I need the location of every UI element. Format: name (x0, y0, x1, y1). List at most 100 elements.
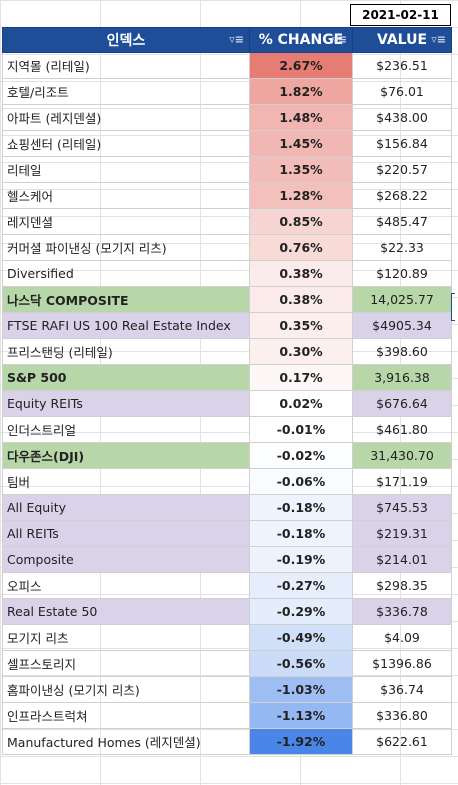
value-cell[interactable]: $1396.86 (352, 650, 452, 677)
value-cell[interactable]: $622.61 (352, 728, 452, 755)
change-cell[interactable]: -0.29% (249, 598, 353, 625)
value-cell[interactable]: $485.47 (352, 208, 452, 235)
table-row: Manufactured Homes (레지덴셜) -1.92% $622.61 (2, 728, 452, 755)
index-name-cell[interactable]: 다우존스(DJI) (2, 442, 250, 469)
change-cell[interactable]: -1.92% (249, 728, 353, 755)
change-cell[interactable]: 0.17% (249, 364, 353, 391)
change-cell[interactable]: -1.13% (249, 702, 353, 729)
value-cell[interactable]: $676.64 (352, 390, 452, 417)
value-cell[interactable]: $236.51 (352, 52, 452, 79)
index-name-cell[interactable]: 레지덴셜 (2, 208, 250, 235)
value-cell[interactable]: $398.60 (352, 338, 452, 365)
column-header-value[interactable]: VALUE ▿≡ (352, 27, 452, 53)
value-cell[interactable]: 14,025.77 (352, 286, 452, 313)
value-cell[interactable]: $36.74 (352, 676, 452, 703)
index-name-cell[interactable]: 오피스 (2, 572, 250, 599)
change-cell[interactable]: 0.35% (249, 312, 353, 339)
change-cell[interactable]: -0.27% (249, 572, 353, 599)
change-cell[interactable]: 2.67% (249, 52, 353, 79)
value-cell[interactable]: $220.57 (352, 156, 452, 183)
table-row: 지역몰 (리테일) 2.67% $236.51 (2, 52, 452, 79)
change-cell[interactable]: -0.56% (249, 650, 353, 677)
table-row: Diversified 0.38% $120.89 (2, 260, 452, 287)
change-cell[interactable]: -0.19% (249, 546, 353, 573)
change-cell[interactable]: 0.38% (249, 260, 353, 287)
change-cell[interactable]: -0.02% (249, 442, 353, 469)
value-cell[interactable]: 31,430.70 (352, 442, 452, 469)
index-name-cell[interactable]: 지역몰 (리테일) (2, 52, 250, 79)
table-row: 호텔/리조트 1.82% $76.01 (2, 78, 452, 105)
change-cell[interactable]: 1.28% (249, 182, 353, 209)
value-cell[interactable]: $745.53 (352, 494, 452, 521)
table-row: All Equity -0.18% $745.53 (2, 494, 452, 521)
index-name-cell[interactable]: 리테일 (2, 156, 250, 183)
change-cell[interactable]: 0.38% (249, 286, 353, 313)
index-name-cell[interactable]: 모기지 리츠 (2, 624, 250, 651)
change-cell[interactable]: 1.45% (249, 130, 353, 157)
value-cell[interactable]: $336.78 (352, 598, 452, 625)
table-row: 아파트 (레지덴셜) 1.48% $438.00 (2, 104, 452, 131)
value-cell[interactable]: $171.19 (352, 468, 452, 495)
index-name-cell[interactable]: 홈파이낸싱 (모기지 리츠) (2, 676, 250, 703)
index-name-cell[interactable]: 쇼핑센터 (리테일) (2, 130, 250, 157)
index-name-cell[interactable]: 아파트 (레지덴셜) (2, 104, 250, 131)
change-cell[interactable]: 0.02% (249, 390, 353, 417)
index-name-cell[interactable]: 호텔/리조트 (2, 78, 250, 105)
change-cell[interactable]: -0.18% (249, 520, 353, 547)
index-name-cell[interactable]: 팀버 (2, 468, 250, 495)
index-name-cell[interactable]: S&P 500 (2, 364, 250, 391)
index-name-cell[interactable]: Composite (2, 546, 250, 573)
change-cell[interactable]: 0.30% (249, 338, 353, 365)
change-cell[interactable]: -0.01% (249, 416, 353, 443)
change-cell[interactable]: -0.18% (249, 494, 353, 521)
column-header-index[interactable]: 인덱스 ▿≡ (2, 27, 250, 53)
column-header-change[interactable]: % CHANGE ▿≡ (249, 27, 353, 53)
index-name-cell[interactable]: Manufactured Homes (레지덴셜) (2, 728, 250, 755)
value-cell[interactable]: $298.35 (352, 572, 452, 599)
index-name-cell[interactable]: Equity REITs (2, 390, 250, 417)
table-row: 헬스케어 1.28% $268.22 (2, 182, 452, 209)
index-name-cell[interactable]: 헬스케어 (2, 182, 250, 209)
table-row: 쇼핑센터 (리테일) 1.45% $156.84 (2, 130, 452, 157)
index-name-cell[interactable]: Diversified (2, 260, 250, 287)
table-row: All REITs -0.18% $219.31 (2, 520, 452, 547)
index-name-cell[interactable]: 프리스탠딩 (리테일) (2, 338, 250, 365)
index-name-cell[interactable]: Real Estate 50 (2, 598, 250, 625)
change-cell[interactable]: -0.06% (249, 468, 353, 495)
value-cell[interactable]: $461.80 (352, 416, 452, 443)
change-cell[interactable]: -0.49% (249, 624, 353, 651)
table-row: 인더스트리얼 -0.01% $461.80 (2, 416, 452, 443)
date-cell[interactable]: 2021-02-11 (350, 4, 451, 26)
index-name-cell[interactable]: All REITs (2, 520, 250, 547)
value-cell[interactable]: $214.01 (352, 546, 452, 573)
index-name-cell[interactable]: FTSE RAFI US 100 Real Estate Index (2, 312, 250, 339)
index-name-cell[interactable]: 셀프스토리지 (2, 650, 250, 677)
index-name-cell[interactable]: 인프라스트럭쳐 (2, 702, 250, 729)
value-cell[interactable]: 3,916.38 (352, 364, 452, 391)
value-cell[interactable]: $22.33 (352, 234, 452, 261)
change-cell[interactable]: 1.35% (249, 156, 353, 183)
index-name-cell[interactable]: 커머셜 파이낸싱 (모기지 리츠) (2, 234, 250, 261)
change-cell[interactable]: 0.76% (249, 234, 353, 261)
value-cell[interactable]: $4905.34 (352, 312, 452, 339)
value-cell[interactable]: $120.89 (352, 260, 452, 287)
value-cell[interactable]: $336.80 (352, 702, 452, 729)
filter-icon[interactable]: ▿≡ (431, 33, 446, 46)
filter-icon[interactable]: ▿≡ (229, 33, 244, 46)
table-row: Real Estate 50 -0.29% $336.78 (2, 598, 452, 625)
index-name-cell[interactable]: 인더스트리얼 (2, 416, 250, 443)
value-cell[interactable]: $76.01 (352, 78, 452, 105)
value-cell[interactable]: $4.09 (352, 624, 452, 651)
value-cell[interactable]: $156.84 (352, 130, 452, 157)
table-row: 레지덴셜 0.85% $485.47 (2, 208, 452, 235)
change-cell[interactable]: -1.03% (249, 676, 353, 703)
change-cell[interactable]: 1.82% (249, 78, 353, 105)
filter-icon[interactable]: ▿≡ (332, 33, 347, 46)
change-cell[interactable]: 0.85% (249, 208, 353, 235)
index-name-cell[interactable]: All Equity (2, 494, 250, 521)
change-cell[interactable]: 1.48% (249, 104, 353, 131)
index-name-cell[interactable]: 나스닥 COMPOSITE (2, 286, 250, 313)
value-cell[interactable]: $438.00 (352, 104, 452, 131)
value-cell[interactable]: $219.31 (352, 520, 452, 547)
value-cell[interactable]: $268.22 (352, 182, 452, 209)
